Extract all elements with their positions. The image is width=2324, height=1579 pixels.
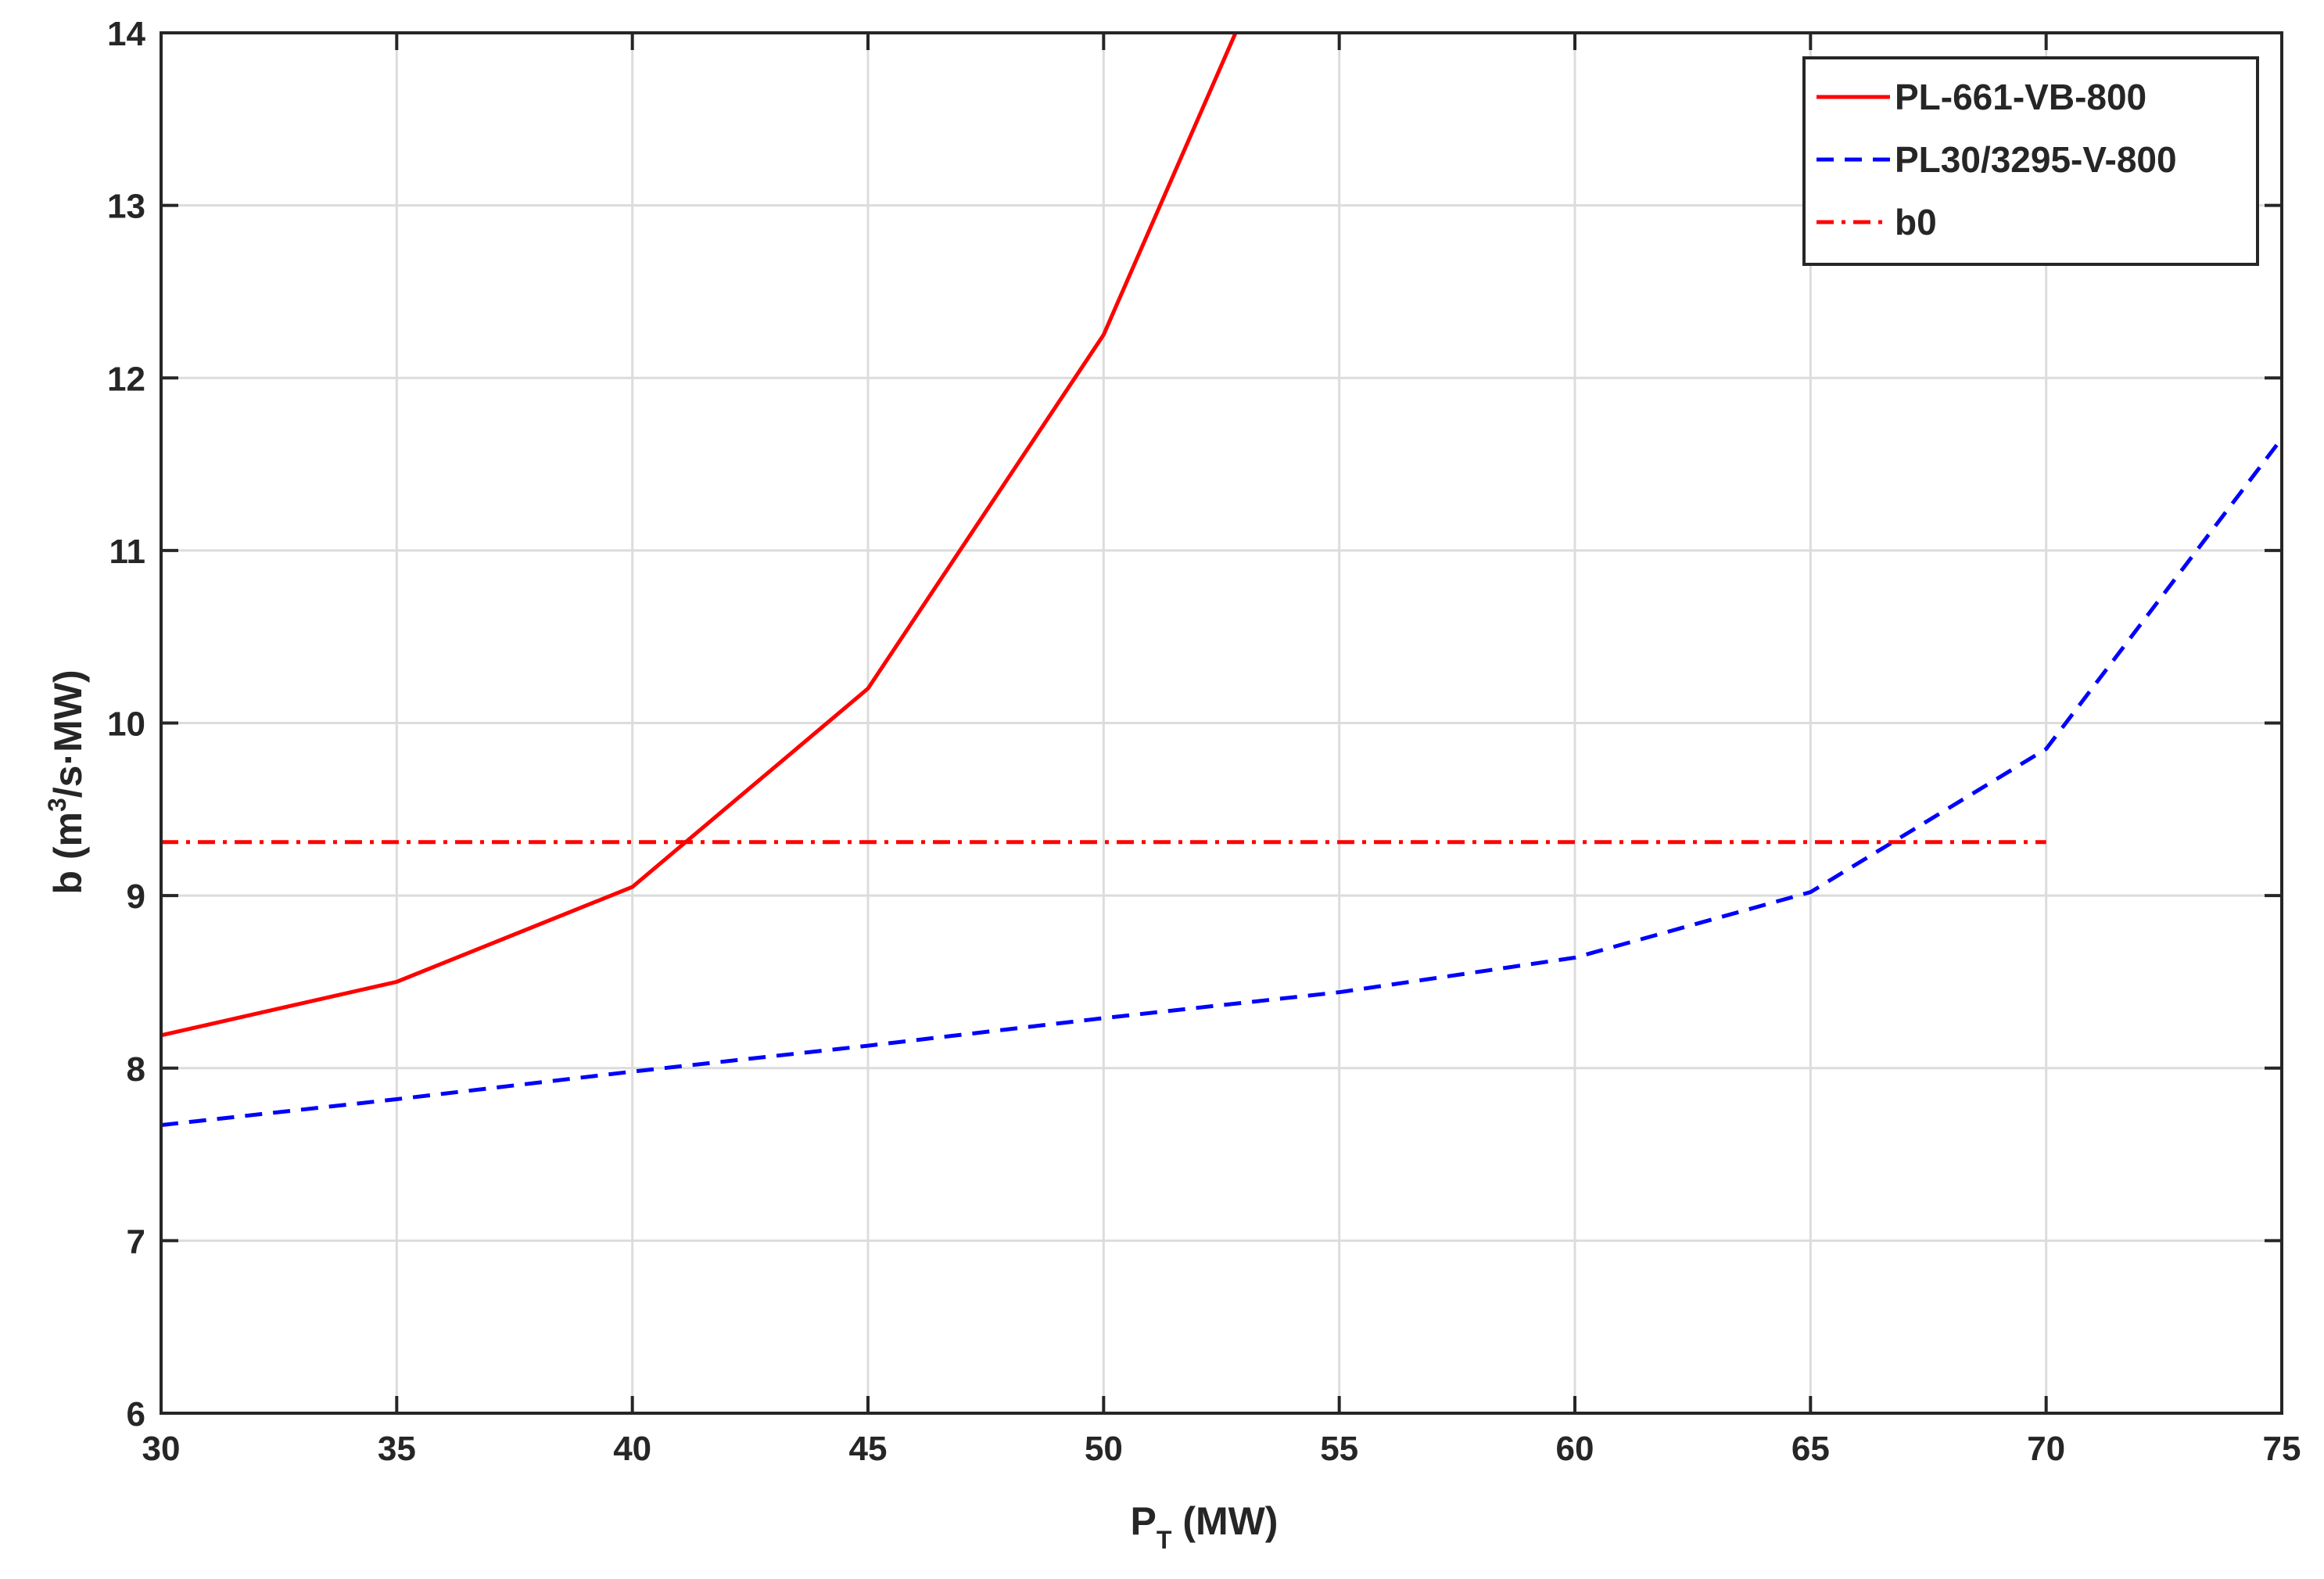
x-axis-label: PT (MW) bbox=[1131, 1499, 1279, 1554]
x-tick-label: 35 bbox=[378, 1430, 416, 1468]
series-line-2 bbox=[160, 436, 2283, 1128]
legend: PL-661-VB-800 PL30/3295-V-800 b0 bbox=[1802, 56, 2259, 266]
x-tick-label: 70 bbox=[2027, 1430, 2065, 1468]
axes bbox=[160, 31, 2283, 1415]
x-tick-label: 65 bbox=[1791, 1430, 1830, 1468]
y-tick-label: 10 bbox=[107, 705, 145, 744]
x-tick-label: 75 bbox=[2263, 1430, 2301, 1468]
y-tick-label: 6 bbox=[127, 1395, 145, 1434]
y-axis-label: b (m3/s·MW) bbox=[43, 669, 90, 894]
x-tick-label: 55 bbox=[1320, 1430, 1358, 1468]
x-tick-label: 60 bbox=[1556, 1430, 1594, 1468]
y-tick-label: 8 bbox=[127, 1050, 145, 1089]
axis-labels: PT (MW) b (m3/s·MW) bbox=[43, 669, 1278, 1554]
x-tick-label: 40 bbox=[613, 1430, 651, 1468]
y-tick-label: 11 bbox=[109, 533, 145, 571]
x-tick-label: 30 bbox=[142, 1430, 181, 1468]
y-tick-label: 13 bbox=[107, 188, 145, 226]
tick-labels: 30 35 40 45 50 55 60 65 70 75 6 7 8 9 10 11 12 13 14 bbox=[107, 15, 2301, 1468]
legend-label: PL30/3295-V-800 bbox=[1895, 139, 2177, 180]
legend-label: PL-661-VB-800 bbox=[1895, 77, 2146, 117]
x-tick-label: 45 bbox=[849, 1430, 888, 1468]
series-line-1 bbox=[160, 31, 1238, 1038]
y-tick-label: 7 bbox=[127, 1222, 145, 1261]
y-tick-label: 12 bbox=[107, 360, 145, 398]
series-layer bbox=[160, 31, 2283, 1128]
legend-label: b0 bbox=[1895, 202, 1937, 242]
x-tick-label: 50 bbox=[1085, 1430, 1123, 1468]
y-tick-label: 14 bbox=[107, 15, 145, 53]
y-tick-label: 9 bbox=[127, 877, 145, 916]
